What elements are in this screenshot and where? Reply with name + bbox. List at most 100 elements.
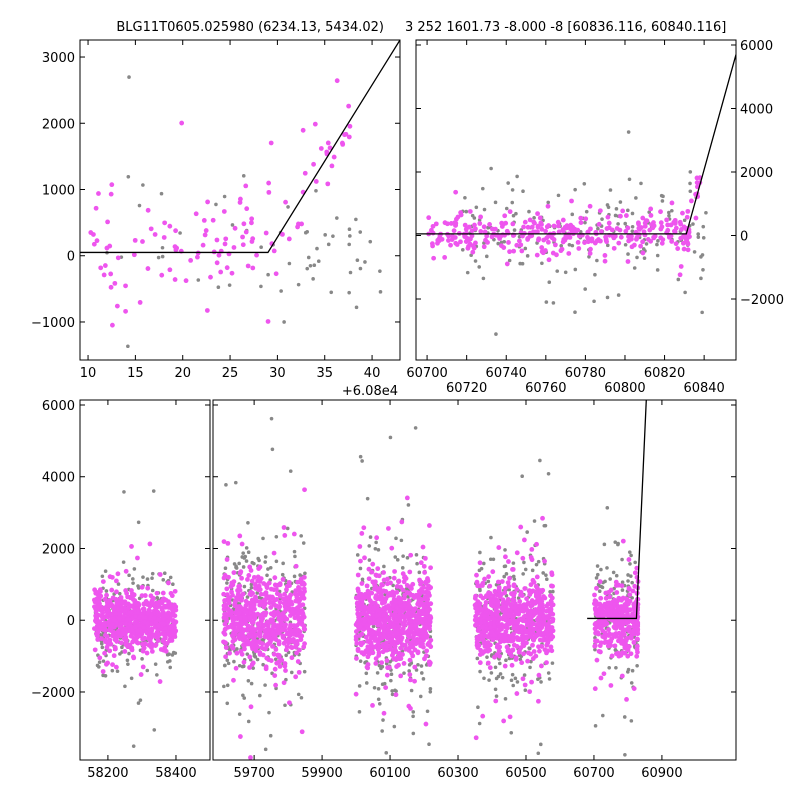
data-point: [384, 647, 390, 653]
data-point: [525, 658, 530, 664]
data-point: [126, 174, 131, 179]
data-point: [600, 613, 605, 619]
data-point: [472, 216, 477, 220]
data-point: [263, 230, 269, 236]
data-point: [465, 270, 470, 275]
data-point: [214, 202, 218, 207]
data-point: [518, 524, 524, 530]
data-point: [527, 646, 531, 650]
data-point: [608, 683, 614, 688]
data-point: [222, 611, 227, 617]
data-point: [268, 658, 274, 663]
data-point: [584, 209, 589, 214]
data-point: [548, 635, 554, 641]
data-point: [682, 218, 687, 223]
data-point: [388, 630, 394, 635]
data-point: [642, 256, 647, 260]
data-point: [629, 681, 634, 685]
data-point: [389, 612, 395, 618]
data-point: [578, 215, 584, 221]
data-point: [496, 627, 502, 633]
data-point: [299, 610, 305, 616]
data-point: [367, 619, 373, 624]
data-point: [93, 205, 99, 211]
data-point: [293, 674, 299, 680]
data-point: [329, 290, 334, 295]
data-point: [549, 602, 555, 608]
data-point: [534, 562, 539, 567]
data-point: [140, 636, 146, 642]
data-point: [216, 252, 222, 258]
data-point: [109, 622, 115, 628]
data-point: [365, 644, 371, 650]
data-point: [260, 652, 266, 658]
data-point: [614, 573, 619, 578]
data-point: [489, 535, 493, 540]
data-point: [249, 216, 255, 222]
data-point: [365, 638, 371, 644]
data-point: [597, 589, 602, 594]
data-point: [279, 657, 285, 663]
data-point: [334, 78, 340, 84]
data-point: [258, 591, 264, 597]
data-point: [544, 224, 550, 230]
data-point: [119, 600, 125, 605]
data-point: [616, 541, 620, 546]
data-point: [377, 612, 382, 617]
data-point: [261, 662, 265, 667]
data-point: [414, 553, 419, 557]
data-point: [528, 665, 532, 670]
data-point: [250, 660, 256, 666]
data-point: [224, 557, 230, 562]
data-point: [418, 694, 423, 699]
data-point: [286, 236, 292, 242]
data-point: [282, 661, 288, 666]
data-point: [603, 579, 607, 584]
data-point: [420, 641, 425, 647]
data-point: [126, 344, 130, 349]
data-point: [382, 681, 387, 686]
data-point: [147, 541, 153, 547]
data-point: [283, 608, 288, 613]
data-point: [239, 621, 245, 627]
data-point: [230, 645, 236, 651]
data-point: [277, 663, 283, 669]
data-point: [274, 559, 279, 564]
data-point: [634, 620, 640, 625]
data-point: [152, 232, 158, 237]
axes-frame: [212, 399, 737, 761]
data-point: [555, 219, 561, 225]
data-point: [404, 583, 410, 588]
data-point: [628, 651, 634, 657]
data-point: [645, 237, 651, 242]
data-point: [246, 520, 250, 525]
data-point: [280, 572, 285, 577]
data-point: [509, 648, 514, 654]
data-point: [295, 614, 301, 620]
data-point: [538, 742, 543, 747]
data-point: [161, 235, 167, 240]
plot-area: [416, 54, 736, 336]
data-point: [488, 610, 494, 616]
data-point: [596, 618, 602, 624]
data-point: [476, 705, 480, 710]
data-point: [569, 198, 574, 204]
data-point: [299, 534, 303, 538]
data-point: [105, 219, 110, 225]
data-point: [406, 601, 411, 607]
data-point: [618, 234, 624, 240]
data-point: [279, 289, 283, 293]
data-point: [281, 525, 287, 530]
data-point: [263, 555, 268, 559]
data-point: [131, 636, 137, 641]
data-point: [482, 613, 488, 618]
data-point: [458, 239, 463, 245]
data-point: [227, 283, 232, 287]
data-point: [274, 603, 280, 609]
data-point: [607, 611, 613, 616]
data-point: [137, 633, 143, 639]
data-point: [442, 255, 448, 260]
data-point: [525, 254, 530, 258]
data-point: [236, 584, 242, 589]
data-point: [249, 582, 254, 587]
